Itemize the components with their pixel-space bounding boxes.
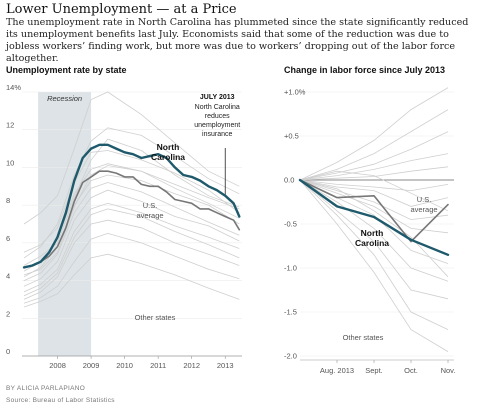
other-state-line	[299, 87, 449, 181]
other-state-line	[23, 219, 240, 300]
right-y-tick-label: -2.0	[284, 352, 297, 361]
right-y-tick-label: +1.0%	[284, 88, 306, 97]
other-state-line	[23, 189, 240, 287]
right-y-tick-label: -0.5	[284, 220, 297, 229]
page-title: Lower Unemployment — at a Price	[6, 2, 237, 17]
other-state-line	[299, 179, 449, 282]
right-annotations: North Carolina U.S. average Other states	[343, 195, 438, 342]
other-state-line	[299, 179, 449, 192]
us-average-line	[299, 179, 449, 243]
right-other-states-label: Other states	[343, 333, 384, 342]
north-carolina-line	[22, 143, 241, 269]
other-state-line	[299, 109, 449, 181]
other-state-line	[299, 179, 449, 278]
other-state-line	[23, 232, 240, 304]
left-other-states-lines	[23, 91, 240, 308]
other-state-line	[23, 150, 240, 253]
left-y-axis-ticks: 0 2 4 6 8 10 12 14%	[6, 83, 21, 356]
left-x-tick-label: 2009	[83, 361, 100, 370]
other-state-line	[299, 179, 449, 264]
left-x-tick-label: 2013	[217, 361, 234, 370]
right-y-tick-label: 0.0	[284, 176, 294, 185]
right-nc-label: North	[361, 228, 384, 238]
right-us-label: average	[410, 205, 437, 214]
right-chart-title: Change in labor force since July 2013	[284, 65, 445, 75]
other-state-line	[23, 138, 240, 266]
right-gridlines	[300, 91, 454, 361]
left-y-tick-label: 0	[6, 347, 10, 356]
unemployment-rate-chart: Unemployment rate by state Recession 0 2 4…	[6, 65, 242, 370]
other-state-line	[23, 253, 240, 308]
left-us-label: U.S.	[143, 201, 158, 210]
labor-force-change-chart: Change in labor force since July 2013 -2…	[284, 65, 455, 375]
right-x-tick-label: Sept.	[365, 366, 383, 375]
other-state-line	[23, 165, 240, 276]
other-state-line	[299, 179, 449, 352]
left-nc-label: Carolina	[151, 152, 185, 162]
left-other-states-label: Other states	[135, 313, 176, 322]
other-state-line	[23, 202, 240, 293]
july-2013-note-line: unemployment	[194, 122, 240, 129]
left-y-tick-label: 14%	[6, 83, 21, 92]
chart-description: The unemployment rate in North Carolina …	[6, 17, 469, 64]
right-x-tick-label: Oct.	[404, 366, 418, 375]
left-x-tick-label: 2011	[150, 361, 166, 370]
right-x-tick-label: Aug. 2013	[320, 366, 354, 375]
right-x-axis-ticks: Aug. 2013 Sept. Oct. Nov.	[320, 360, 456, 375]
other-state-line	[299, 179, 449, 207]
july-2013-note-line: North Carolina	[195, 104, 240, 111]
left-x-axis-ticks: 2008 2009 2010 2011 2012 2013	[49, 356, 234, 370]
other-state-line	[299, 179, 449, 221]
source-note: Source: Bureau of Labor Statistics	[6, 397, 115, 404]
other-state-line	[23, 182, 240, 281]
other-state-line	[299, 179, 449, 300]
right-y-tick-label: +0.5	[284, 132, 299, 141]
other-state-line	[23, 91, 240, 225]
other-state-line	[299, 179, 449, 330]
right-y-tick-label: -1.5	[284, 308, 297, 317]
left-main-series	[22, 143, 241, 269]
right-nc-label: Carolina	[355, 238, 389, 248]
us-average-line	[23, 170, 241, 269]
other-state-line	[23, 208, 240, 297]
left-gridlines	[22, 91, 242, 357]
right-x-tick-label: Nov.	[441, 366, 456, 375]
left-us-label: average	[136, 211, 163, 220]
july-2013-title: JULY 2013	[200, 94, 235, 101]
north-carolina-line	[298, 178, 450, 256]
left-y-tick-label: 2	[6, 309, 10, 318]
other-state-line	[299, 131, 449, 181]
other-state-line	[299, 153, 449, 181]
right-us-label: U.S.	[417, 195, 432, 204]
other-state-line	[299, 170, 449, 212]
left-y-tick-label: 6	[6, 234, 10, 243]
july-2013-note-line: insurance	[202, 131, 232, 138]
other-state-line	[299, 166, 449, 181]
recession-label: Recession	[47, 94, 82, 103]
left-x-tick-label: 2012	[183, 361, 200, 370]
left-x-tick-label: 2010	[116, 361, 133, 370]
left-y-tick-label: 8	[6, 196, 10, 205]
left-y-tick-label: 12	[6, 121, 14, 130]
left-annotations: JULY 2013 North Carolina reduces unemplo…	[135, 94, 241, 322]
left-chart-title: Unemployment rate by state	[6, 65, 127, 75]
right-y-tick-label: -1.0	[284, 264, 297, 273]
other-state-line	[23, 127, 240, 259]
july-2013-note-line: reduces	[205, 113, 230, 120]
left-y-tick-label: 4	[6, 272, 10, 281]
right-y-axis-ticks: -2.0 -1.5 -1.0 -0.5 0.0 +0.5 +1.0%	[284, 88, 306, 361]
left-x-tick-label: 2008	[49, 361, 66, 370]
left-nc-label: North	[157, 142, 180, 152]
left-y-tick-label: 10	[6, 158, 14, 167]
byline: BY ALICIA PARLAPIANO	[6, 385, 86, 392]
right-main-series	[298, 178, 450, 256]
